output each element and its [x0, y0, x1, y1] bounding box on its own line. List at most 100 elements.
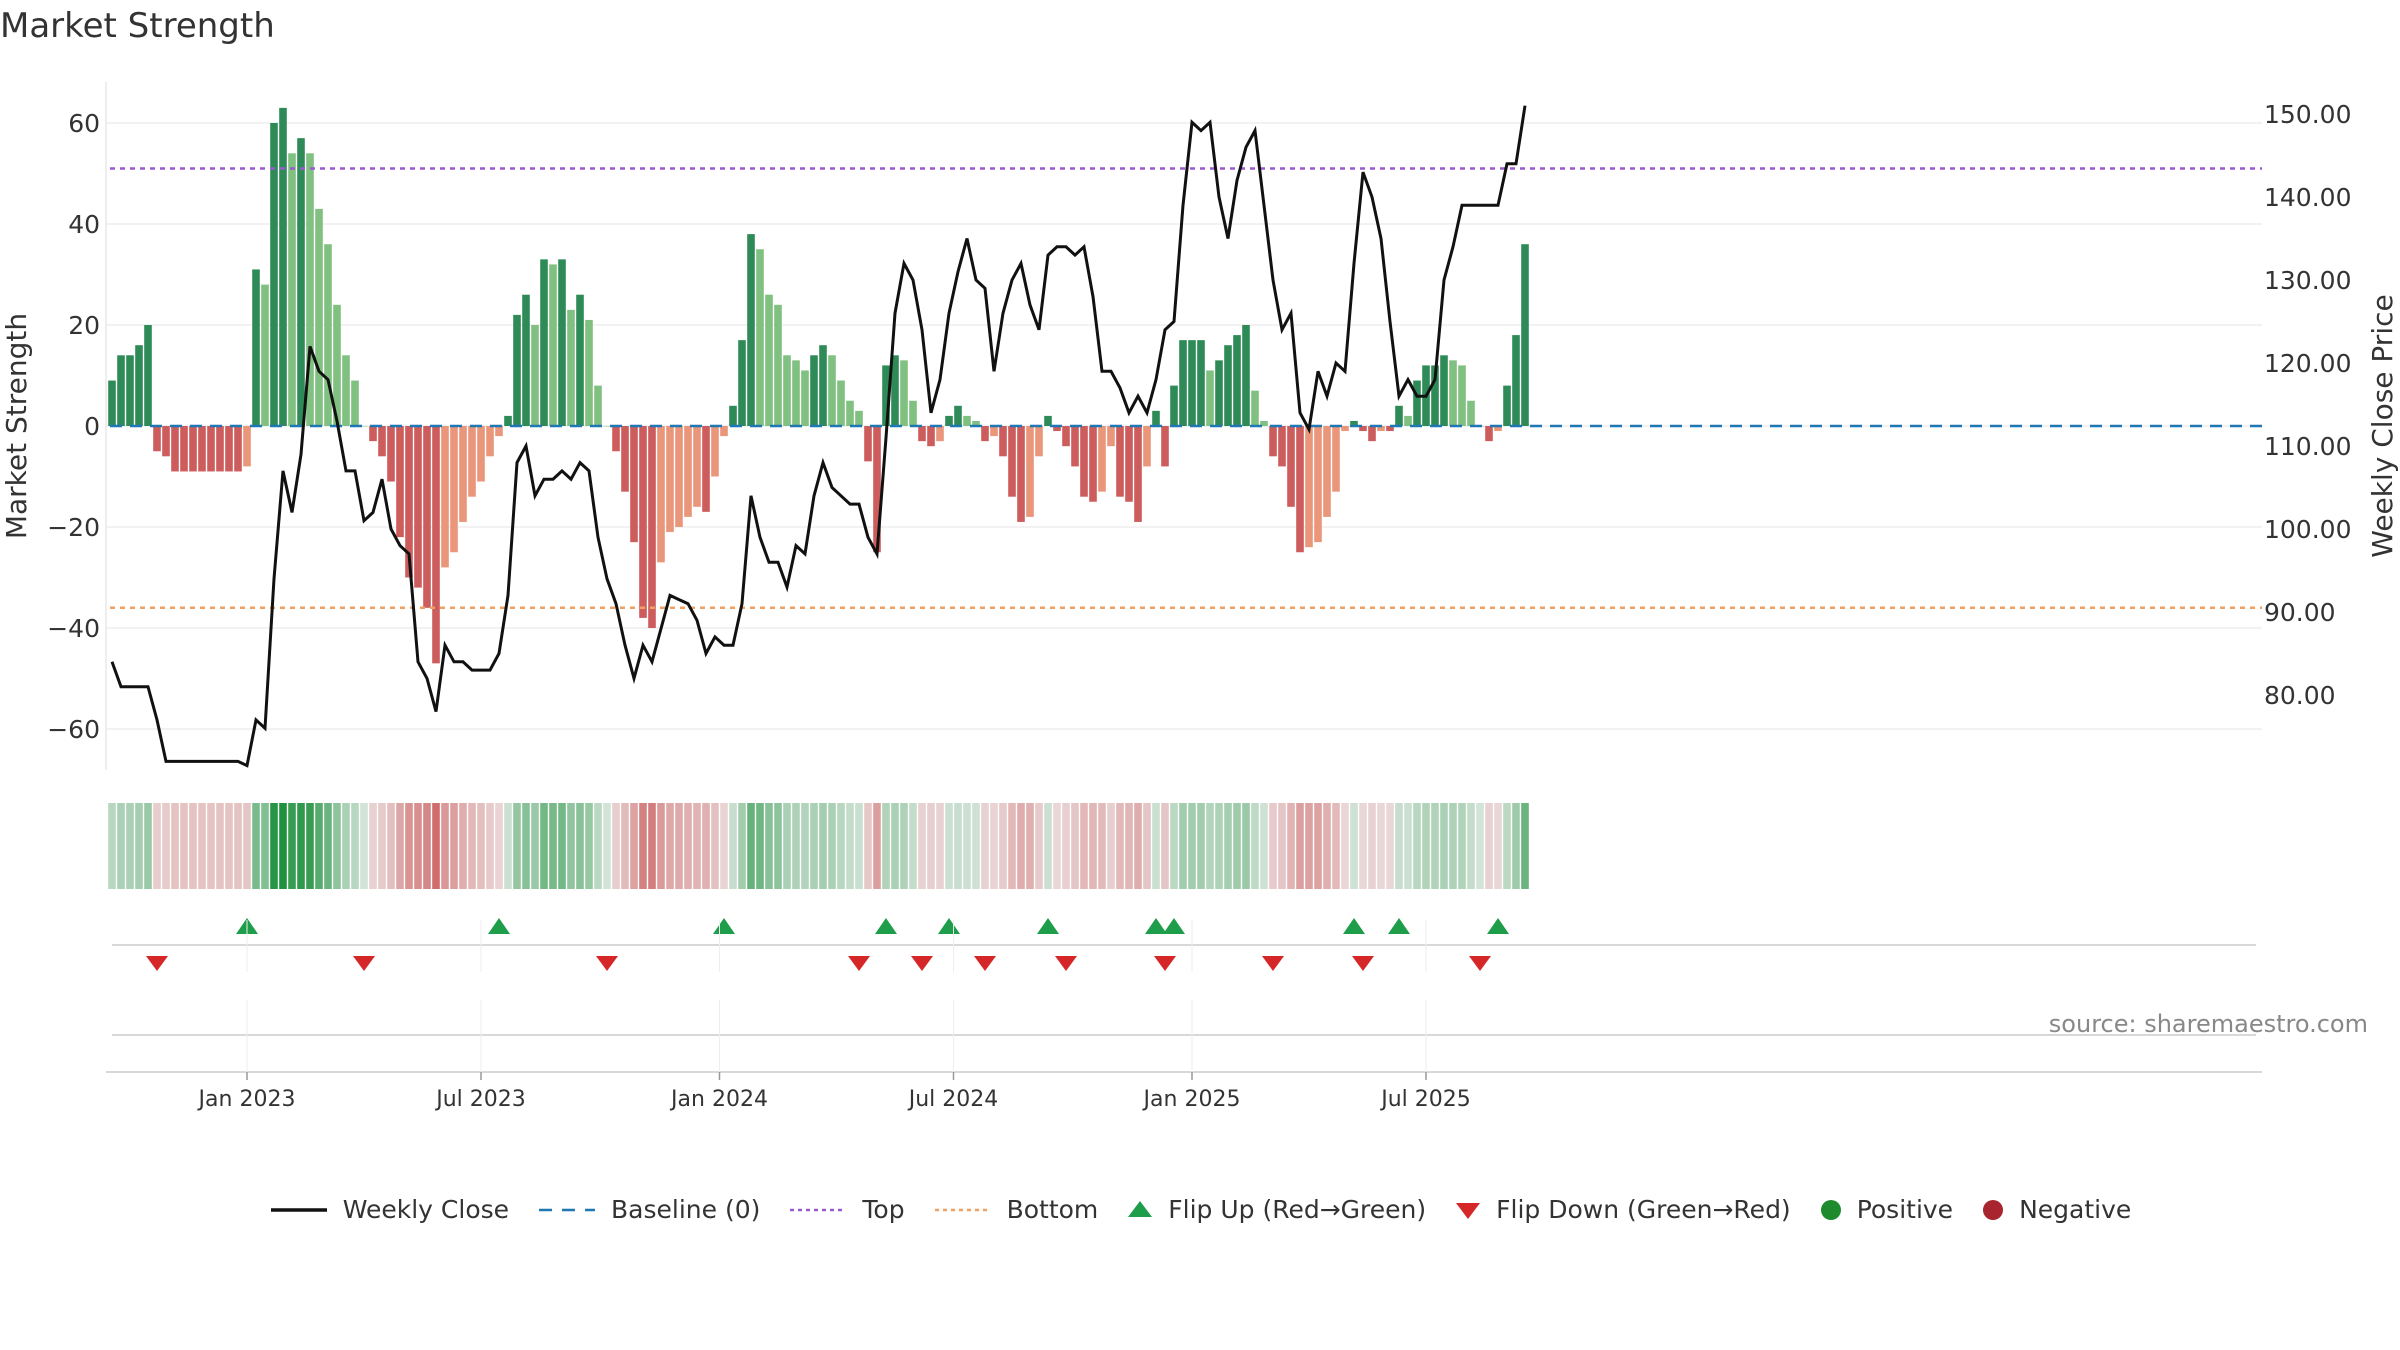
- strength-bar: [621, 426, 629, 492]
- heat-cell: [1206, 803, 1214, 889]
- legend-label: Weekly Close: [342, 1195, 510, 1224]
- heat-cell: [252, 803, 260, 889]
- strength-bar: [549, 264, 557, 426]
- legend: Weekly Close Baseline (0) Top Bottom Flip Up…: [0, 1195, 2400, 1224]
- heat-cell: [774, 803, 782, 889]
- heat-cell: [936, 803, 944, 889]
- heat-cell: [441, 803, 449, 889]
- strength-bar: [1170, 385, 1178, 426]
- heat-cell: [1233, 803, 1241, 889]
- heat-cell: [1242, 803, 1250, 889]
- strength-bar: [1395, 405, 1403, 426]
- positive-legend-swatch: [1820, 1199, 1841, 1220]
- strength-bar: [972, 420, 980, 426]
- heat-cell: [297, 803, 305, 889]
- strength-bar: [459, 426, 467, 522]
- strength-bar: [495, 426, 503, 437]
- strength-bar: [1242, 325, 1250, 426]
- flip_down-legend-swatch: [1456, 1202, 1481, 1219]
- strength-bar: [1332, 426, 1340, 492]
- reference-lines: [110, 167, 2262, 610]
- strength-bar: [270, 123, 278, 426]
- heat-cell: [1251, 803, 1259, 889]
- heat-cell: [153, 803, 161, 889]
- heat-cell: [1467, 803, 1475, 889]
- strength-bar: [1035, 426, 1043, 457]
- legend-label: Flip Down (Green→Red): [1496, 1195, 1791, 1224]
- heat-cell: [225, 803, 233, 889]
- strength-bar: [729, 405, 737, 426]
- strength-bar: [153, 426, 161, 452]
- flip-down-marker: [1352, 956, 1374, 971]
- heat-cell: [1116, 803, 1124, 889]
- strength-bar: [576, 294, 584, 426]
- strength-bar: [1224, 345, 1232, 426]
- strength-bar: [1512, 335, 1520, 426]
- strength-bar: [135, 345, 143, 426]
- strength-bar: [936, 426, 944, 442]
- strength-bar: [567, 309, 575, 426]
- legend-label: Negative: [2019, 1195, 2132, 1224]
- heat-cell: [234, 803, 242, 889]
- strength-bar: [990, 426, 998, 437]
- strength-bar: [873, 426, 881, 553]
- flip-down-marker: [911, 956, 933, 971]
- heat-cell: [1080, 803, 1088, 889]
- heat-cell: [522, 803, 530, 889]
- heat-cell: [612, 803, 620, 889]
- strength-bar: [666, 426, 674, 533]
- heat-cell: [306, 803, 314, 889]
- heat-cell: [1485, 803, 1493, 889]
- legend-label: Baseline (0): [611, 1195, 761, 1224]
- strength-bar: [504, 415, 512, 426]
- heat-cell: [1503, 803, 1511, 889]
- heat-cell: [558, 803, 566, 889]
- heat-cell: [135, 803, 143, 889]
- heat-cell: [414, 803, 422, 889]
- legend-item-negative: Negative: [1981, 1195, 2131, 1224]
- heat-cell: [1188, 803, 1196, 889]
- heat-cell: [1305, 803, 1313, 889]
- strength-bar: [684, 426, 692, 517]
- heat-cell: [576, 803, 584, 889]
- strength-bar: [945, 415, 953, 426]
- strength-bar: [450, 426, 458, 553]
- heat-cell: [1332, 803, 1340, 889]
- right-tick-label: 140.00: [2264, 183, 2351, 212]
- bottom-legend-swatch: [934, 1208, 991, 1211]
- heat-cell: [207, 803, 215, 889]
- y-axis-label-right: Weekly Close Price: [2366, 294, 2399, 557]
- strength-bar: [891, 355, 899, 426]
- heat-cell: [846, 803, 854, 889]
- flip-down-marker: [1469, 956, 1491, 971]
- heat-cell: [999, 803, 1007, 889]
- strength-bar: [927, 426, 935, 447]
- strength-bar: [378, 426, 386, 457]
- strength-bar: [954, 405, 962, 426]
- strength-bar: [1359, 426, 1367, 432]
- strength-bar: [882, 365, 890, 426]
- heat-cell: [1008, 803, 1016, 889]
- strength-bar: [657, 426, 665, 563]
- strength-bar: [774, 304, 782, 426]
- strength-bar: [909, 400, 917, 426]
- strength-bar: [819, 345, 827, 426]
- heat-cell: [378, 803, 386, 889]
- weekly-close-line: [110, 105, 1527, 768]
- right-tick-label: 110.00: [2264, 432, 2351, 461]
- strength-bar: [1089, 426, 1097, 502]
- strength-bar: [1080, 426, 1088, 497]
- strength-bar: [1116, 426, 1124, 497]
- strength-bar: [486, 426, 494, 457]
- legend-item-positive: Positive: [1819, 1195, 1953, 1224]
- heat-cell: [1449, 803, 1457, 889]
- source-credit: source: sharemaestro.com: [2048, 1010, 2368, 1038]
- strength-bar: [1125, 426, 1133, 502]
- heat-cell: [1197, 803, 1205, 889]
- heat-cell: [333, 803, 341, 889]
- heat-cell: [513, 803, 521, 889]
- heat-cell: [1035, 803, 1043, 889]
- legend-label: Top: [862, 1195, 905, 1224]
- strength-bar: [225, 426, 233, 472]
- legend-item-baseline: Baseline (0): [537, 1195, 760, 1224]
